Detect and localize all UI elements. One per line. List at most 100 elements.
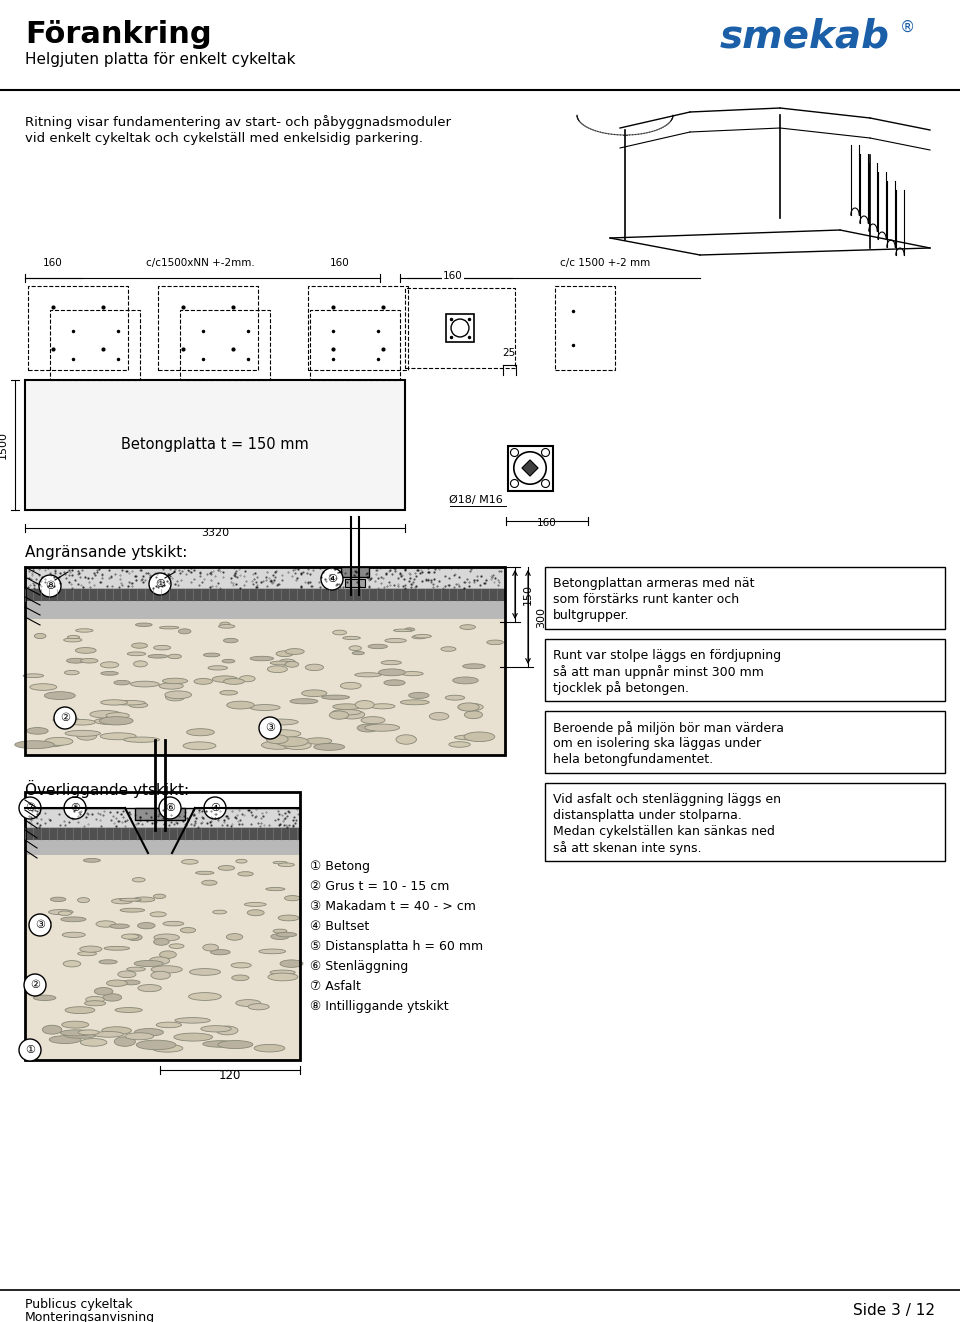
Ellipse shape (114, 681, 130, 685)
Circle shape (321, 568, 343, 590)
Bar (545, 567, 945, 629)
Text: ®: ® (900, 20, 915, 34)
Text: Publicus cykeltak: Publicus cykeltak (25, 1298, 132, 1311)
Ellipse shape (104, 947, 130, 951)
Ellipse shape (278, 915, 300, 921)
Ellipse shape (115, 1007, 142, 1013)
Ellipse shape (84, 1001, 106, 1006)
Ellipse shape (212, 676, 238, 682)
Ellipse shape (355, 701, 374, 709)
Ellipse shape (34, 995, 56, 1001)
Text: Betongplatta t = 150 mm: Betongplatta t = 150 mm (121, 438, 309, 452)
Text: Beroende på miljön bör man värdera: Beroende på miljön bör man värdera (553, 720, 784, 735)
Ellipse shape (220, 623, 230, 627)
Text: Förankring: Förankring (25, 20, 211, 49)
Text: 25: 25 (502, 348, 516, 358)
Ellipse shape (159, 627, 179, 629)
Bar (28, 286, 128, 370)
Ellipse shape (118, 970, 136, 978)
Ellipse shape (60, 1030, 92, 1036)
Ellipse shape (148, 654, 168, 658)
Ellipse shape (453, 677, 478, 683)
Ellipse shape (285, 661, 299, 668)
Ellipse shape (49, 910, 73, 915)
Text: tjocklek på betongen.: tjocklek på betongen. (553, 681, 689, 695)
Text: hela betongfundamentet.: hela betongfundamentet. (553, 754, 713, 765)
Ellipse shape (181, 859, 198, 865)
Ellipse shape (168, 654, 181, 658)
Ellipse shape (405, 628, 415, 631)
Ellipse shape (103, 994, 122, 1001)
Bar (555, 286, 615, 370)
Ellipse shape (100, 732, 136, 740)
Circle shape (29, 914, 51, 936)
Bar (545, 711, 945, 773)
Ellipse shape (78, 952, 97, 956)
Bar (180, 309, 270, 379)
Ellipse shape (62, 932, 85, 937)
Ellipse shape (78, 1030, 99, 1035)
Ellipse shape (251, 656, 274, 661)
Ellipse shape (165, 693, 185, 701)
Ellipse shape (94, 988, 113, 995)
Ellipse shape (49, 1035, 81, 1043)
Ellipse shape (99, 960, 117, 964)
Ellipse shape (61, 1021, 88, 1029)
Text: ③: ③ (35, 920, 45, 929)
Text: ② Grus t = 10 - 15 cm: ② Grus t = 10 - 15 cm (310, 880, 449, 892)
Ellipse shape (250, 705, 280, 710)
Ellipse shape (127, 968, 145, 972)
Ellipse shape (65, 730, 101, 736)
Ellipse shape (111, 899, 132, 904)
Ellipse shape (352, 652, 365, 654)
Ellipse shape (63, 961, 81, 966)
Circle shape (39, 575, 61, 598)
Ellipse shape (107, 980, 128, 986)
Ellipse shape (329, 711, 348, 719)
Text: smekab: smekab (720, 19, 890, 56)
Ellipse shape (248, 1003, 269, 1010)
Text: Monteringsanvisning: Monteringsanvisning (25, 1311, 156, 1322)
Bar (25, 839, 300, 855)
Ellipse shape (261, 740, 294, 750)
Ellipse shape (259, 949, 286, 953)
Ellipse shape (203, 944, 219, 951)
Ellipse shape (30, 683, 57, 690)
Ellipse shape (93, 1031, 124, 1038)
Text: 150: 150 (523, 584, 533, 605)
Ellipse shape (154, 933, 180, 941)
Ellipse shape (120, 908, 145, 912)
Ellipse shape (273, 929, 287, 933)
Ellipse shape (63, 639, 82, 642)
Ellipse shape (66, 658, 85, 664)
Ellipse shape (150, 957, 170, 965)
Ellipse shape (271, 933, 289, 940)
Ellipse shape (401, 672, 423, 676)
Ellipse shape (67, 636, 80, 639)
Ellipse shape (278, 863, 295, 866)
Ellipse shape (122, 935, 139, 939)
Ellipse shape (266, 887, 285, 891)
Ellipse shape (239, 676, 255, 682)
Ellipse shape (156, 1022, 181, 1027)
Text: Vid asfalt och stenläggning läggs en: Vid asfalt och stenläggning läggs en (553, 793, 781, 806)
Ellipse shape (162, 678, 188, 683)
Circle shape (541, 480, 549, 488)
Ellipse shape (460, 625, 475, 629)
Text: ⑧: ⑧ (45, 580, 55, 591)
Text: så att man uppnår minst 300 mm: så att man uppnår minst 300 mm (553, 665, 764, 680)
Ellipse shape (81, 1039, 107, 1046)
Text: ⑦: ⑦ (25, 802, 35, 813)
Bar (25, 808, 300, 828)
Text: ④: ④ (327, 574, 337, 584)
Text: Överliggande ytskikt:: Överliggande ytskikt: (25, 780, 189, 798)
Ellipse shape (180, 928, 196, 933)
Text: Ø18/ M16: Ø18/ M16 (448, 496, 502, 505)
Ellipse shape (76, 648, 96, 653)
Ellipse shape (305, 738, 332, 744)
Text: ①: ① (155, 579, 165, 590)
Ellipse shape (194, 678, 212, 685)
Bar (50, 309, 140, 379)
Ellipse shape (132, 878, 145, 882)
Ellipse shape (276, 932, 297, 937)
